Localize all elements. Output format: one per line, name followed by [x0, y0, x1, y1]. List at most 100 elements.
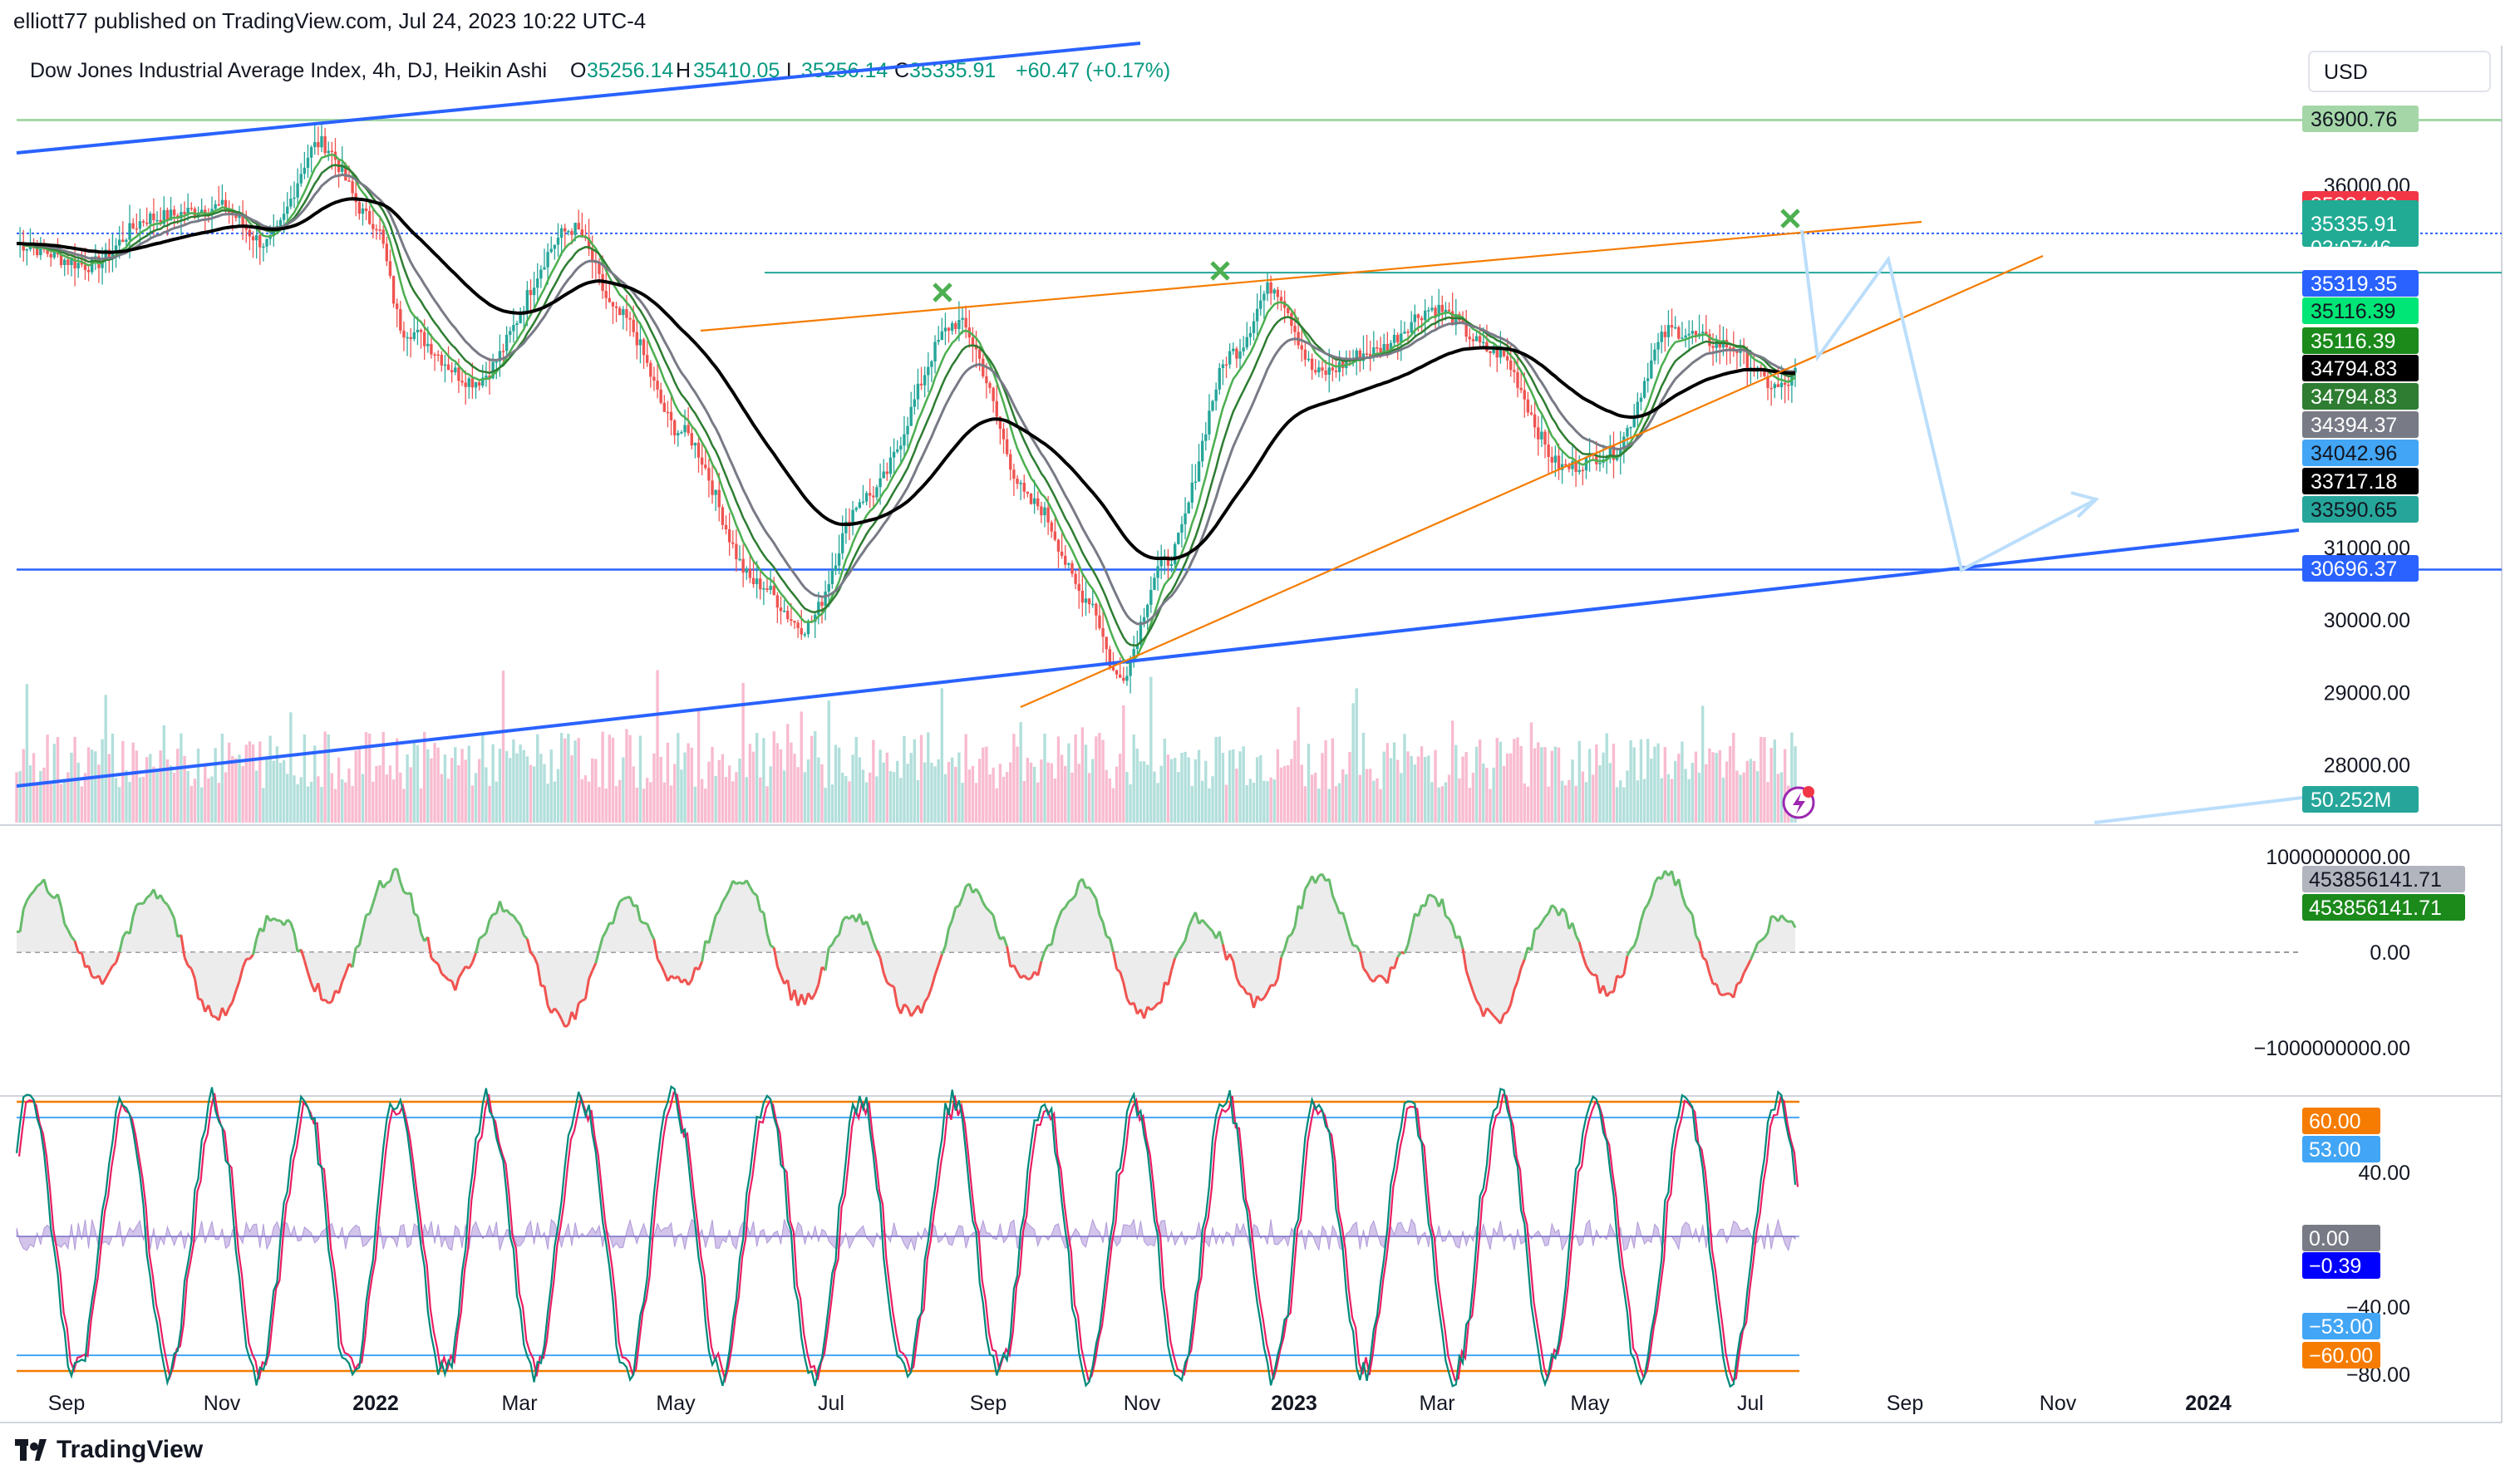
osc-badge[interactable]: 453856141.71: [2302, 894, 2465, 921]
osc-line-segment: [515, 920, 522, 926]
osc-line-segment: [591, 962, 598, 971]
volume-bar: [145, 757, 149, 823]
price-badge[interactable]: 35116.39: [2302, 297, 2419, 324]
candle-body: [957, 319, 961, 329]
stoch-badge[interactable]: 53.00: [2302, 1136, 2380, 1162]
price-badge[interactable]: 35319.35: [2302, 270, 2419, 297]
candle-body: [457, 367, 460, 381]
price-badge[interactable]: 33717.18: [2302, 468, 2419, 494]
candle-body: [91, 258, 94, 273]
price-badge[interactable]: 50.252M: [2302, 786, 2419, 813]
alert-bolt-icon[interactable]: [1782, 786, 1815, 819]
volume-bar: [176, 749, 180, 823]
trendline-lower-channel[interactable]: [16, 528, 2300, 788]
stoch-badge[interactable]: −0.39: [2302, 1252, 2380, 1279]
wedge-lower-line[interactable]: [1020, 254, 2044, 709]
candle-body: [628, 317, 632, 320]
volume-bar: [512, 740, 515, 823]
candle-body: [220, 199, 224, 205]
volume-bar: [937, 759, 940, 823]
price-badge[interactable]: 33590.65: [2302, 496, 2419, 523]
candle-body: [790, 619, 793, 622]
wedge-upper-line[interactable]: [700, 220, 1922, 332]
price-badge[interactable]: 30696.37: [2302, 555, 2419, 582]
candle-body: [1705, 332, 1708, 335]
volume-bar: [577, 738, 580, 823]
volume-bar: [1095, 736, 1098, 823]
currency-button[interactable]: USD: [2308, 51, 2491, 92]
volume-bar: [155, 770, 159, 823]
osc-badge[interactable]: 453856141.71: [2302, 866, 2465, 892]
candle-body: [49, 253, 52, 258]
price-badge[interactable]: 34794.83: [2302, 355, 2419, 381]
osc-line-segment: [560, 1019, 567, 1028]
candle-body: [803, 634, 807, 636]
ma-long-line[interactable]: [17, 197, 1796, 561]
osc-line-segment: [1170, 957, 1177, 970]
projection-path[interactable]: [1800, 229, 2095, 572]
svg-text:34042.96: 34042.96: [2311, 442, 2397, 465]
volume-bar: [1478, 740, 1482, 823]
volume-bar: [1776, 774, 1780, 823]
candle-body: [501, 351, 505, 352]
ma-slow-line[interactable]: [17, 173, 1796, 626]
volume-bar: [275, 746, 279, 823]
price-badge[interactable]: 34042.96: [2302, 440, 2419, 466]
osc-line-segment: [475, 938, 481, 954]
volume-bar: [961, 783, 964, 823]
ma-mid-line[interactable]: [16, 164, 1796, 646]
stoch-main-line[interactable]: [15, 1084, 1797, 1388]
osc-line-segment: [635, 904, 642, 921]
osc-line-segment: [573, 1003, 580, 1020]
volume-bar: [289, 712, 293, 823]
trendline-upper-channel[interactable]: [16, 42, 1141, 155]
price-badge[interactable]: 36900.76: [2302, 106, 2419, 132]
volume-bar: [1279, 767, 1283, 823]
candle-body: [1287, 307, 1290, 313]
price-badge[interactable]: 34394.37: [2302, 411, 2419, 438]
volume-bar: [128, 782, 131, 823]
volume-bar: [327, 734, 330, 823]
volume-bar: [254, 770, 258, 823]
stoch-badge[interactable]: −60.00: [2302, 1342, 2380, 1369]
candle-body: [1577, 469, 1581, 472]
candle-body: [296, 183, 299, 198]
x-marker-icon[interactable]: [1780, 209, 1800, 228]
osc-line-segment: [327, 1000, 332, 1005]
volume-bar: [1416, 756, 1420, 823]
osc-line-segment: [943, 927, 951, 946]
volume-bar: [1427, 755, 1430, 823]
volume-bar: [1303, 786, 1307, 823]
candle-body: [416, 329, 420, 332]
osc-line-segment: [831, 936, 837, 946]
osc-line-segment: [330, 990, 337, 1002]
volume-bar: [39, 770, 42, 823]
osc-line-segment: [1327, 878, 1334, 897]
volume-bar: [1458, 778, 1461, 823]
volume-bar: [1742, 772, 1745, 823]
price-badge[interactable]: 35116.39: [2302, 327, 2419, 354]
candle-body: [433, 354, 436, 356]
price-tick-label: 28000.00: [2324, 754, 2410, 778]
volume-bar: [91, 749, 94, 823]
candle-body: [543, 267, 546, 270]
stoch-badge[interactable]: −53.00: [2302, 1313, 2380, 1339]
volume-bar: [1691, 763, 1695, 823]
candle-body: [59, 254, 63, 265]
candle-body: [1334, 370, 1338, 372]
price-badge[interactable]: 34794.83: [2302, 383, 2419, 410]
candle-body: [128, 223, 131, 240]
volume-bar: [711, 746, 714, 823]
osc-line-segment: [947, 919, 954, 929]
stoch-badge[interactable]: 60.00: [2302, 1108, 2380, 1134]
candle-body: [964, 317, 967, 328]
osc-line-segment: [87, 965, 94, 977]
stoch-badge[interactable]: 0.00: [2302, 1225, 2380, 1251]
osc-line-segment: [1533, 926, 1539, 931]
x-marker-icon[interactable]: [933, 283, 952, 302]
tradingview-footer[interactable]: TradingView: [15, 1436, 203, 1464]
candle-body: [1067, 563, 1070, 565]
x-marker-icon[interactable]: [1210, 261, 1230, 281]
